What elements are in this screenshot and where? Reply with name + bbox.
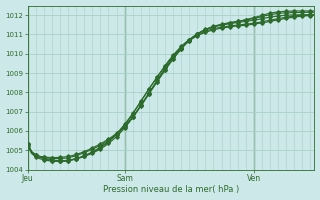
X-axis label: Pression niveau de la mer( hPa ): Pression niveau de la mer( hPa )	[103, 185, 239, 194]
